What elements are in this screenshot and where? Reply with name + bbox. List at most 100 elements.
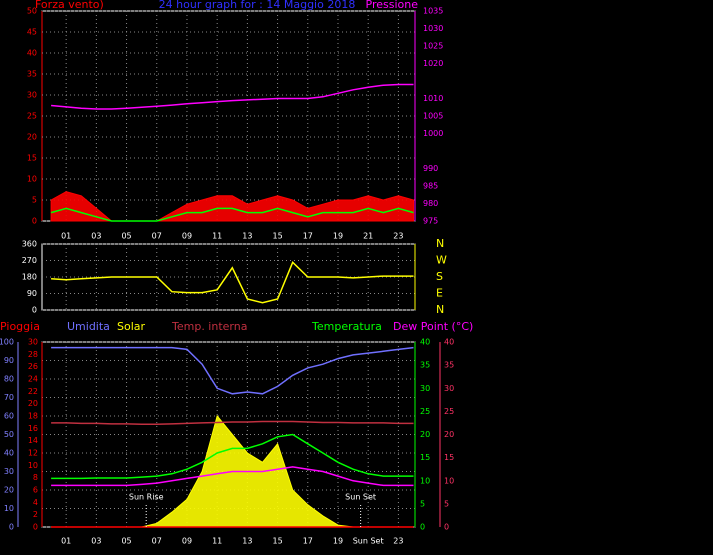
y-tick-label: 0: [444, 523, 449, 532]
y-tick-label: 2: [33, 510, 38, 519]
y-tick-label: 0: [9, 523, 14, 532]
y-tick-label: 30: [4, 467, 14, 476]
series-line: [51, 420, 414, 426]
y-tick-label: 1035: [423, 7, 443, 16]
y-tick-label: 15: [420, 453, 430, 462]
x-tick-label: 01: [61, 232, 71, 241]
y-tick-label: 90: [4, 356, 14, 365]
y-tick-label: 10: [27, 175, 37, 184]
y-tick-label: 990: [423, 164, 438, 173]
y-tick-label: W: [436, 254, 447, 267]
y-tick-label: 1030: [423, 24, 443, 33]
y-tick-label: 40: [27, 49, 37, 58]
y-tick-label: S: [436, 270, 443, 283]
chart-title: 24 hour graph for : 14 Maggio 2018: [159, 0, 356, 11]
y-tick-label: 35: [27, 70, 37, 79]
y-tick-label: 20: [28, 399, 38, 408]
y-tick-label: 45: [27, 28, 37, 37]
annotation: Sun Rise: [129, 493, 164, 502]
x-tick-label: 01: [61, 537, 71, 546]
y-tick-label: 35: [420, 361, 430, 370]
y-tick-label: 70: [4, 393, 14, 402]
y-tick-label: 1005: [423, 112, 443, 121]
y-tick-label: 4: [33, 498, 38, 507]
legend-label: Temp. interna: [171, 320, 247, 333]
y-tick-label: 0: [32, 306, 37, 315]
plot-frame: [41, 10, 416, 222]
y-tick-label: 0: [32, 217, 37, 226]
y-tick-label: 15: [27, 154, 37, 163]
x-tick-label: 19: [333, 232, 343, 241]
y-tick-label: 0: [420, 523, 425, 532]
series-area: [50, 191, 415, 222]
y-tick-label: 25: [27, 112, 37, 121]
x-tick-label: 13: [242, 537, 252, 546]
y-tick-label: 15: [444, 453, 454, 462]
y-tick-label: 5: [444, 499, 449, 508]
y-tick-label: 1010: [423, 94, 443, 103]
series-line: [51, 260, 414, 304]
y-tick-label: 26: [28, 362, 38, 371]
y-tick-label: 20: [444, 430, 454, 439]
y-tick-label: 30: [420, 384, 430, 393]
x-tick-label: 17: [303, 232, 313, 241]
y-tick-label: 980: [423, 199, 438, 208]
y-tick-label: 14: [28, 436, 38, 445]
y-tick-label: 180: [22, 273, 37, 282]
y-tick-label: N: [436, 237, 444, 250]
y-tick-label: 12: [28, 449, 38, 458]
y-tick-label: 270: [22, 256, 37, 265]
legend-label: Temperatura: [311, 320, 382, 333]
y-tick-label: 20: [27, 133, 37, 142]
y-tick-label: 18: [28, 412, 38, 421]
y-tick-label: 5: [420, 499, 425, 508]
x-tick-label: 23: [393, 537, 403, 546]
y-tick-label: 1000: [423, 129, 443, 138]
y-tick-label: 40: [444, 338, 454, 347]
y-tick-label: 100: [0, 338, 14, 347]
y-tick-label: 20: [4, 486, 14, 495]
x-tick-label: 09: [182, 537, 192, 546]
y-tick-label: 0: [33, 523, 38, 532]
annotation: Sun Set: [345, 493, 376, 502]
x-tick-label: 07: [152, 537, 162, 546]
x-tick-label: Sun Set: [353, 537, 384, 546]
x-tick-label: 07: [152, 232, 162, 241]
y-tick-label: 30: [444, 384, 454, 393]
y-tick-label: 10: [28, 461, 38, 470]
y-tick-label: 5: [32, 196, 37, 205]
series-line: [51, 346, 414, 395]
y-tick-label: 80: [4, 375, 14, 384]
x-tick-label: 17: [303, 537, 313, 546]
y-tick-label: 24: [28, 375, 38, 384]
y-tick-label: 40: [420, 338, 430, 347]
y-tick-label: 10: [420, 476, 430, 485]
y-tick-label: 975: [423, 217, 438, 226]
y-tick-label: 1020: [423, 59, 443, 68]
y-tick-label: E: [436, 287, 443, 300]
series-line: [51, 433, 414, 480]
x-tick-label: 13: [242, 232, 252, 241]
x-tick-label: 03: [91, 232, 101, 241]
y-tick-label: 30: [28, 338, 38, 347]
y-tick-label: 25: [444, 407, 454, 416]
y-tick-label: 8: [33, 473, 38, 482]
y-tick-label: 50: [27, 7, 37, 16]
y-tick-label: 30: [27, 91, 37, 100]
y-tick-label: 10: [444, 476, 454, 485]
y-tick-label: 985: [423, 182, 438, 191]
x-tick-label: 09: [182, 232, 192, 241]
series-line: [50, 207, 414, 222]
y-tick-label: 50: [4, 430, 14, 439]
legend-label: Umidita: [67, 320, 110, 333]
x-tick-label: 11: [212, 232, 222, 241]
y-tick-label: N: [436, 303, 444, 316]
x-tick-label: 03: [91, 537, 101, 546]
series-line: [51, 83, 414, 110]
y-tick-label: 20: [420, 430, 430, 439]
y-tick-label: 40: [4, 449, 14, 458]
legend-label: Solar: [117, 320, 146, 333]
legend-label: Pressione: [366, 0, 419, 11]
x-tick-label: 05: [121, 232, 131, 241]
